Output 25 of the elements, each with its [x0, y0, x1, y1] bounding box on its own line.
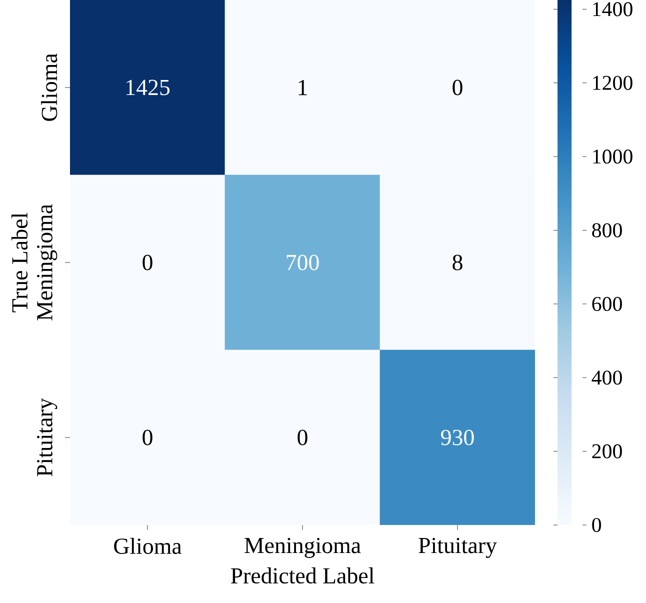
- data-label: 1425: [126, 80, 170, 96]
- color-bar-label: 0: [592, 518, 602, 532]
- color-bar-label: 1400: [593, 2, 632, 16]
- color-bar-label: 1000: [593, 150, 632, 164]
- y-axis-title: True Label: [11, 212, 28, 312]
- x-tick-label: Glioma: [114, 538, 182, 554]
- color-bar-label: 1200: [593, 76, 632, 90]
- data-label: 1: [298, 80, 307, 96]
- data-label: 0: [142, 430, 152, 446]
- y-tick-label: Meningioma: [37, 204, 58, 320]
- data-label: 930: [441, 430, 474, 446]
- data-label: 0: [452, 80, 462, 96]
- data-label: 700: [286, 254, 319, 270]
- data-label: 0: [298, 430, 308, 446]
- x-tick-label: Meningioma: [244, 538, 361, 558]
- data-label: 0: [142, 254, 152, 270]
- x-tick-label: Pituitary: [418, 538, 497, 558]
- color-bar-label: 200: [592, 444, 622, 458]
- data-label: 8: [452, 254, 462, 270]
- y-tick-label: Pituitary: [37, 398, 58, 476]
- color-bar-label: 600: [592, 296, 622, 311]
- y-tick-label: Glioma: [41, 53, 58, 121]
- color-bar-label: 400: [592, 370, 622, 385]
- x-axis-title: Predicted Label: [230, 567, 374, 584]
- color-bar-label: 800: [592, 223, 622, 238]
